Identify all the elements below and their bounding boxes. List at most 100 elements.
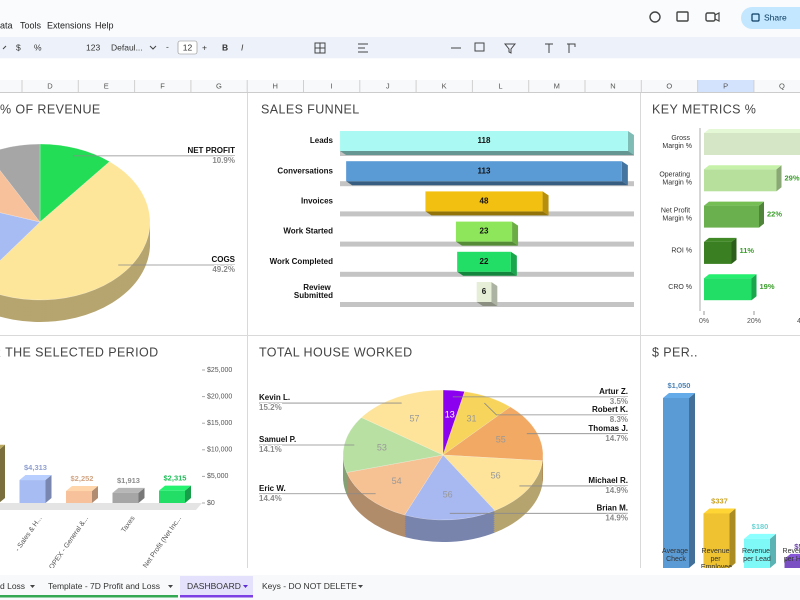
bar-floor xyxy=(0,503,202,510)
comment-icon[interactable] xyxy=(676,11,689,22)
meet-icon-lens xyxy=(714,12,720,22)
selected-column-header xyxy=(697,80,754,92)
column-letter[interactable]: I xyxy=(330,81,332,90)
bar-top xyxy=(704,129,800,133)
bar xyxy=(663,398,689,568)
history-icon[interactable] xyxy=(649,11,661,23)
tab-menu-arrow[interactable] xyxy=(358,585,363,588)
bar-top xyxy=(159,485,191,491)
font-size-increase[interactable]: + xyxy=(202,42,207,52)
column-letter[interactable]: D xyxy=(47,81,53,90)
slice-label: NET PROFIT xyxy=(187,146,235,155)
bold-button[interactable]: B xyxy=(222,42,228,52)
panel-borders xyxy=(0,93,800,568)
bar-top xyxy=(0,444,5,449)
chart-title: % OF REVENUE xyxy=(0,102,101,116)
slice-value: 13 xyxy=(445,409,455,419)
slice-label: Artur Z. xyxy=(599,387,628,396)
column-letter[interactable]: M xyxy=(554,81,560,90)
column-letter[interactable]: J xyxy=(386,81,390,90)
pie-slice xyxy=(442,454,543,511)
slice-label: Robert K. xyxy=(592,405,628,414)
chart: $ PER.. $1,050 Average Check $337 Revenue pe… xyxy=(652,345,800,571)
italic-button[interactable]: I xyxy=(241,42,244,52)
value-label: $1,913 xyxy=(117,476,140,485)
bar-top xyxy=(19,475,52,481)
sheet-tab[interactable]: Template - 7D Profit and Loss xyxy=(48,581,160,591)
column-letter[interactable]: L xyxy=(498,81,502,90)
font-size-box[interactable] xyxy=(177,40,198,55)
menu-item[interactable]: Help xyxy=(95,20,114,30)
category-label: Review Submitted xyxy=(294,283,333,300)
chart: SALES FUNNEL 118 Leads 113 Conversations 48 In… xyxy=(261,102,634,307)
funnel-bar xyxy=(476,282,492,302)
bar-top xyxy=(704,274,757,279)
bar-top xyxy=(704,237,737,242)
slice-value: 54 xyxy=(392,476,402,486)
bar xyxy=(704,133,800,155)
font-size[interactable]: 12 xyxy=(183,42,193,52)
pie-slice xyxy=(0,169,41,223)
pie-slice xyxy=(442,406,544,461)
bar-top xyxy=(744,533,776,539)
menu-item[interactable]: Tools xyxy=(20,20,42,30)
pie-slice xyxy=(346,454,444,516)
y-tick-label: $0 xyxy=(207,500,215,507)
column-letter[interactable]: K xyxy=(442,81,447,90)
category-label: Revenue per Lead xyxy=(742,548,772,563)
menu-bar xyxy=(0,0,800,36)
bar-side xyxy=(512,221,519,246)
pie-slice xyxy=(342,417,444,473)
column-letter[interactable]: H xyxy=(272,81,277,90)
menu-item[interactable]: ata xyxy=(0,20,13,30)
column-letter[interactable]: Q xyxy=(779,81,785,90)
funnel-bar xyxy=(457,251,511,272)
column-letter[interactable]: P xyxy=(723,81,728,90)
sheet-tab[interactable]: d Loss xyxy=(0,581,25,591)
leader-line xyxy=(484,402,628,416)
category-label: ROI % xyxy=(671,248,692,255)
sheet-tab[interactable]: Keys - DO NOT DELETE xyxy=(262,581,357,591)
y-tick-label: $15,000 xyxy=(207,420,232,427)
tab-menu-arrow[interactable] xyxy=(243,585,248,588)
category-label: Revenue per Employee xyxy=(701,548,732,571)
column-letter[interactable]: G xyxy=(216,81,222,90)
bar-side xyxy=(138,487,145,503)
meet-icon[interactable] xyxy=(705,12,716,22)
font-picker[interactable]: Defaul... xyxy=(111,42,143,52)
currency-format[interactable]: $ xyxy=(16,42,21,52)
bar-top xyxy=(66,486,98,492)
value-label: $180 xyxy=(752,522,769,531)
tab-underline xyxy=(0,595,40,598)
tab-menu-arrow[interactable] xyxy=(168,585,173,588)
pie-slice xyxy=(404,454,496,521)
bar-side xyxy=(542,191,549,216)
bar-side xyxy=(751,274,757,301)
sheet-tab[interactable]: DASHBOARD xyxy=(187,581,241,591)
slice-label: Eric W. xyxy=(259,484,286,493)
bar-value: 23 xyxy=(480,227,489,236)
slice-percent: 8.3% xyxy=(610,415,628,424)
column-letter[interactable]: F xyxy=(160,81,165,90)
y-tick-label: $20,000 xyxy=(207,393,232,400)
toolbar-icons xyxy=(2,42,576,54)
bar-bottom xyxy=(476,302,498,306)
share-label[interactable]: Share xyxy=(764,12,787,22)
column-letter[interactable]: N xyxy=(610,81,615,90)
share-button[interactable] xyxy=(741,7,800,29)
font-size-decrease[interactable]: - xyxy=(166,41,169,51)
percent-format[interactable]: % xyxy=(34,42,42,52)
slice-value: 31 xyxy=(466,414,476,424)
tab-menu-arrow[interactable] xyxy=(30,585,35,588)
slice-value: 53 xyxy=(377,442,387,452)
menu-item[interactable]: Extensions xyxy=(47,20,92,30)
category-label: Invoices xyxy=(301,197,334,206)
slice-label: Michael R. xyxy=(588,476,628,485)
column-letter[interactable]: O xyxy=(666,81,672,90)
column-letter[interactable]: E xyxy=(104,81,109,90)
pie-slice xyxy=(39,143,111,223)
number-format[interactable]: 123 xyxy=(86,42,100,52)
category-label: Net Profit Margin % xyxy=(661,207,692,222)
